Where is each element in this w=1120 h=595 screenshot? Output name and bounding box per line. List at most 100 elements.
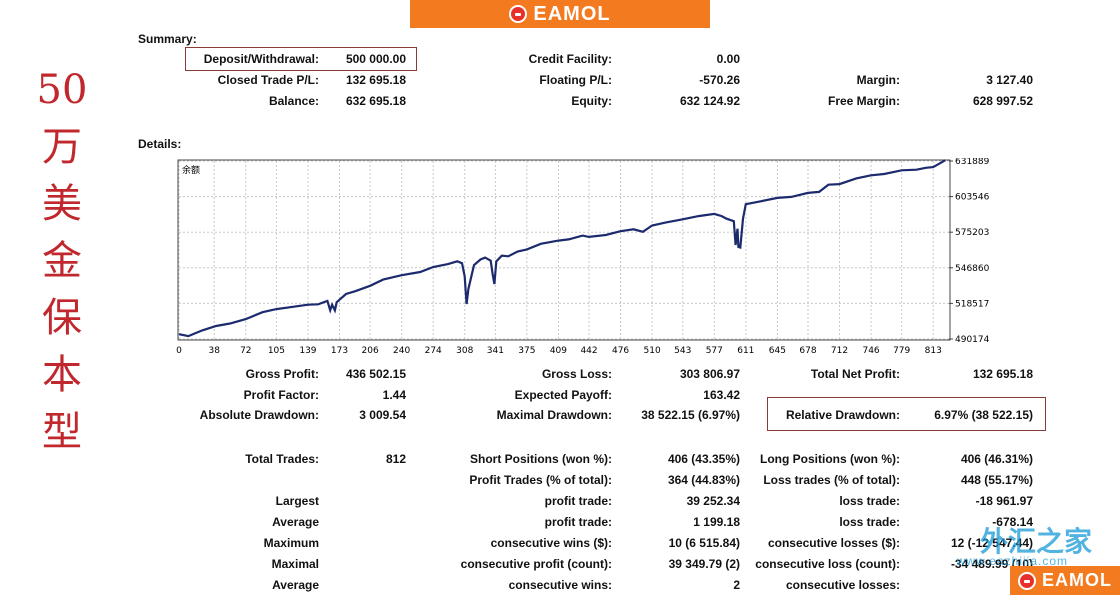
side-title-char: 保 xyxy=(42,295,82,341)
chart-title: 余额 xyxy=(182,164,200,176)
credit-label: Credit Facility: xyxy=(528,52,612,66)
total-trades-value: 812 xyxy=(385,452,406,466)
details-title: Details: xyxy=(138,137,182,151)
x-tick-label: 746 xyxy=(862,346,879,356)
largest-label: Largest xyxy=(275,494,319,508)
x-tick-label: 173 xyxy=(331,346,348,356)
largest-profit-value: 39 252.34 xyxy=(686,494,740,508)
gross-loss-value: 303 806.97 xyxy=(679,367,740,381)
average-consecutive-wins-value: 2 xyxy=(733,578,740,592)
gross-profit-value: 436 502.15 xyxy=(345,367,406,381)
consecutive-wins-value: 10 (6 515.84) xyxy=(668,536,740,550)
balance-value: 632 695.18 xyxy=(345,94,406,108)
margin-label: Margin: xyxy=(856,73,900,87)
consecutive-losses-value: 12 (-12 547.44) xyxy=(950,536,1033,550)
equity-value: 632 124.92 xyxy=(679,94,740,108)
largest-loss-label: loss trade: xyxy=(839,494,900,508)
chart-x-ticks: 0 38 72 105 139 173 206 240 274 308 341 375 409 442 47… xyxy=(176,346,942,356)
gross-loss-label: Gross Loss: xyxy=(541,367,612,381)
profit-factor-label: Profit Factor: xyxy=(243,388,319,402)
x-tick-label: 645 xyxy=(769,346,786,356)
corner-logo-text: EAMOL xyxy=(1042,570,1112,590)
deposit-highlight-box xyxy=(185,47,417,71)
consecutive-loss-count-label: consecutive loss (count): xyxy=(755,557,900,571)
x-tick-label: 206 xyxy=(362,346,379,356)
x-tick-label: 813 xyxy=(925,346,942,356)
maximal-drawdown-label: Maximal Drawdown: xyxy=(496,408,612,422)
consecutive-profit-label: consecutive profit (count): xyxy=(460,557,612,571)
y-tick-label: 518517 xyxy=(955,299,989,309)
x-tick-label: 510 xyxy=(644,346,661,356)
x-tick-label: 341 xyxy=(487,346,504,356)
balance-chart: 余额 0 38 72 105 139 173 206 240 274 308 341 375 409 44… xyxy=(176,158,990,356)
balance-series-line xyxy=(178,159,946,338)
closed-pl-value: 132 695.18 xyxy=(345,73,406,87)
x-tick-label: 678 xyxy=(799,346,816,356)
largest-loss-value: -18 961.97 xyxy=(975,494,1033,508)
x-tick-label: 38 xyxy=(209,346,221,356)
average-consecutive-label: Average xyxy=(272,578,319,592)
summary-title: Summary: xyxy=(138,32,197,46)
y-tick-label: 490174 xyxy=(955,335,990,345)
x-tick-label: 105 xyxy=(268,346,285,356)
balance-label: Balance: xyxy=(268,94,319,108)
y-tick-label: 603546 xyxy=(955,193,990,203)
profit-factor-value: 1.44 xyxy=(382,388,406,402)
deposit-value: 500 000.00 xyxy=(345,52,406,66)
expected-payoff-label: Expected Payoff: xyxy=(514,388,612,402)
average-label: Average xyxy=(272,515,319,529)
consecutive-wins-label: consecutive wins ($): xyxy=(490,536,612,550)
side-title-char: 50 xyxy=(36,67,88,113)
y-tick-label: 631889 xyxy=(955,158,990,167)
x-tick-label: 476 xyxy=(612,346,629,356)
x-tick-label: 543 xyxy=(674,346,691,356)
floating-label: Floating P/L: xyxy=(539,73,612,87)
net-profit-label: Total Net Profit: xyxy=(810,367,900,381)
closed-pl-label: Closed Trade P/L: xyxy=(217,73,319,87)
x-tick-label: 308 xyxy=(456,346,473,356)
relative-drawdown-box xyxy=(767,397,1046,431)
short-positions-label: Short Positions (won %): xyxy=(470,452,612,466)
eamol-logo-icon xyxy=(1018,571,1036,590)
long-positions-label: Long Positions (won %): xyxy=(760,452,900,466)
total-trades-label: Total Trades: xyxy=(245,452,319,466)
largest-profit-label: profit trade: xyxy=(544,494,612,508)
x-tick-label: 442 xyxy=(580,346,597,356)
maximum-label: Maximum xyxy=(263,536,319,550)
average-consecutive-wins-label: consecutive wins: xyxy=(508,578,612,592)
maximal-label: Maximal xyxy=(271,557,319,571)
side-title-char: 本 xyxy=(42,352,82,398)
long-positions-value: 406 (46.31%) xyxy=(960,452,1033,466)
profit-trades-value: 364 (44.83%) xyxy=(667,473,740,487)
corner-logo: EAMOL xyxy=(1010,566,1120,595)
average-loss-value: -678.14 xyxy=(992,515,1033,529)
side-title-char: 型 xyxy=(42,409,82,455)
x-tick-label: 0 xyxy=(176,346,182,356)
x-tick-label: 577 xyxy=(706,346,723,356)
equity-label: Equity: xyxy=(571,94,612,108)
watermark-url: www.eazhijia.com xyxy=(956,554,1068,568)
x-tick-label: 240 xyxy=(393,346,410,356)
loss-trades-value: 448 (55.17%) xyxy=(960,473,1033,487)
net-profit-value: 132 695.18 xyxy=(972,367,1033,381)
absolute-drawdown-label: Absolute Drawdown: xyxy=(199,408,319,422)
average-consecutive-losses-label: consecutive losses: xyxy=(785,578,900,592)
average-profit-label: profit trade: xyxy=(544,515,612,529)
watermark-cn: 外汇之家 xyxy=(979,526,1092,557)
loss-trades-label: Loss trades (% of total): xyxy=(763,473,900,487)
credit-value: 0.00 xyxy=(716,52,740,66)
x-tick-label: 274 xyxy=(425,346,442,356)
x-tick-label: 779 xyxy=(893,346,910,356)
margin-value: 3 127.40 xyxy=(986,73,1033,87)
chart-plot-area xyxy=(177,159,951,341)
floating-value: -570.26 xyxy=(699,73,740,87)
maximal-drawdown-value: 38 522.15 (6.97%) xyxy=(641,408,740,422)
y-tick-label: 546860 xyxy=(955,264,990,274)
x-tick-label: 139 xyxy=(299,346,316,356)
consecutive-profit-value: 39 349.79 (2) xyxy=(668,557,740,571)
x-tick-label: 375 xyxy=(518,346,535,356)
average-profit-value: 1 199.18 xyxy=(693,515,740,529)
top-logo-banner: EAMOL xyxy=(410,0,710,28)
gross-profit-label: Gross Profit: xyxy=(245,367,319,381)
relative-drawdown-value: 6.97% (38 522.15) xyxy=(934,408,1033,422)
